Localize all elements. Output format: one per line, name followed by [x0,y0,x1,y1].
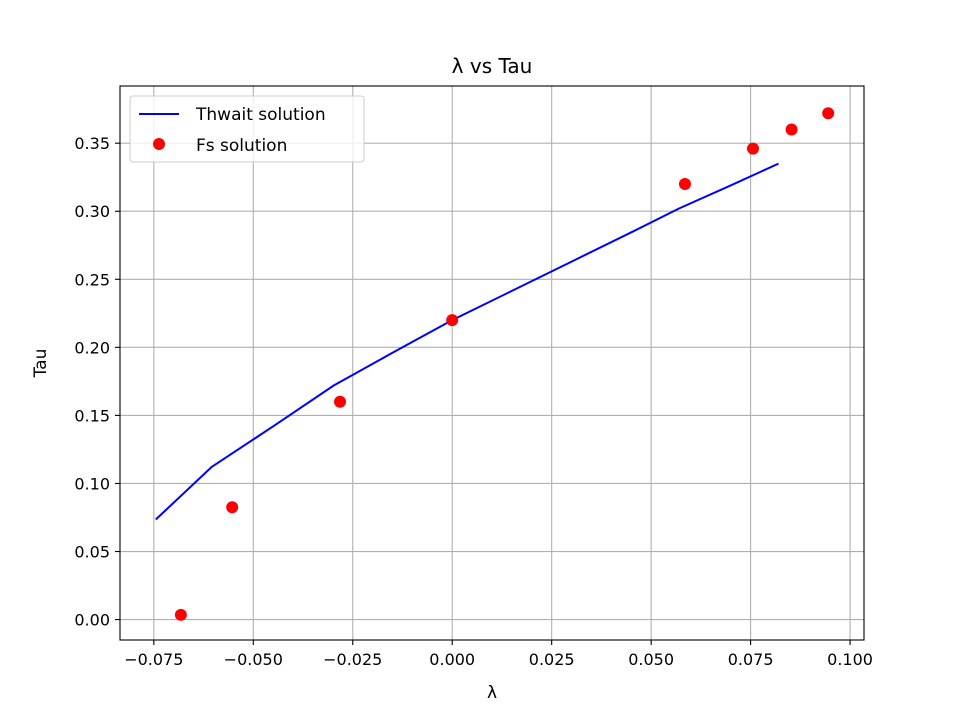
fs-data-point [334,395,347,408]
legend-thwait-label: Thwait solution [195,105,326,125]
fs-data-point [785,123,798,136]
fs-data-point [174,608,187,621]
x-tick-label: −0.075 [124,650,183,669]
plot-area-frame [119,85,865,641]
y-tick-label: 0.05 [74,543,110,562]
series-line-thwait [155,162,779,521]
fs-data-point [678,178,691,191]
grid-layer [120,86,864,640]
y-tick-label: 0.15 [74,406,110,425]
x-tick-label: 0.075 [728,650,774,669]
tick-layer: −0.075 −0.050 −0.025 0.000 0.025 0.050 0.075 0.… [74,134,873,669]
legend-fs-swatch [153,138,165,150]
x-axis-label: λ [487,683,497,703]
y-tick-label: 0.10 [74,474,110,493]
fs-data-point [446,314,459,327]
x-tick-label: 0.025 [529,650,575,669]
y-axis-label: Tau [31,349,51,379]
x-tick-label: 0.050 [628,650,674,669]
y-tick-label: 0.20 [74,338,110,357]
y-tick-label: 0.25 [74,270,110,289]
fs-data-point [822,107,835,120]
legend-box [129,95,365,163]
y-tick-label: 0.30 [74,202,110,221]
y-tick-label: 0.00 [74,611,110,630]
x-tick-label: 0.000 [429,650,475,669]
fs-data-point [746,142,759,155]
x-tick-label: −0.025 [323,650,382,669]
chart-title: λ vs Tau [452,54,533,78]
x-tick-label: 0.100 [827,650,873,669]
x-tick-label: −0.050 [224,650,283,669]
legend: Thwait solution Fs solution [129,95,365,163]
series-layer [155,107,835,621]
y-tick-label: 0.35 [74,134,110,153]
fs-data-point [226,501,239,514]
legend-fs-label: Fs solution [196,136,287,156]
